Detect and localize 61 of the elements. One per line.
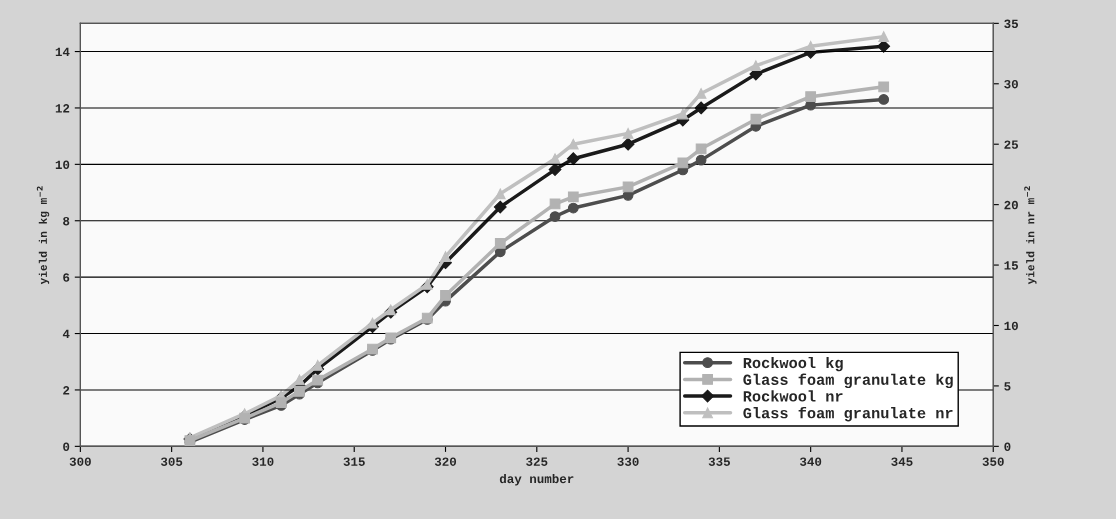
y2-axis-title: yield in nr m$^{−2}$ bbox=[1024, 186, 1037, 285]
point bbox=[567, 191, 579, 203]
y-tick-label: 2 bbox=[63, 386, 70, 395]
x-tick-label: 335 bbox=[708, 457, 730, 466]
y2-tick-label: 25 bbox=[1004, 140, 1019, 149]
x-tick-label: 300 bbox=[69, 457, 91, 466]
point bbox=[695, 143, 707, 155]
point bbox=[493, 200, 507, 214]
legend-label: Glass foam granulate kg bbox=[743, 373, 953, 389]
y-tick-label: 0 bbox=[63, 442, 70, 451]
y2-tick-label: 0 bbox=[1004, 442, 1011, 451]
y2-tick-label: 35 bbox=[1004, 19, 1019, 29]
point bbox=[440, 251, 451, 262]
x-tick-label: 325 bbox=[526, 457, 548, 466]
point bbox=[294, 374, 305, 386]
point bbox=[367, 317, 378, 329]
point bbox=[878, 94, 890, 105]
point bbox=[566, 152, 580, 166]
point bbox=[567, 202, 579, 214]
x-tick-label: 320 bbox=[434, 457, 457, 466]
x-tick-label: 330 bbox=[617, 457, 639, 466]
y-tick-label: 14 bbox=[55, 47, 70, 57]
point bbox=[549, 211, 561, 222]
point bbox=[750, 60, 762, 72]
point bbox=[805, 91, 817, 103]
point bbox=[421, 279, 433, 290]
y2-tick-label: 5 bbox=[1004, 382, 1011, 391]
x-tick-label: 305 bbox=[160, 457, 183, 466]
point bbox=[548, 163, 562, 176]
y-tick-label: 4 bbox=[62, 329, 70, 339]
y-tick-label: 12 bbox=[55, 104, 70, 113]
point bbox=[312, 359, 324, 371]
y2-tick-label: 20 bbox=[1004, 200, 1018, 210]
point bbox=[750, 113, 762, 125]
point bbox=[549, 153, 561, 165]
x-axis-title: day number bbox=[499, 473, 574, 486]
y2-tick-label: 15 bbox=[1004, 261, 1019, 270]
point bbox=[677, 157, 689, 169]
legend-label: Rockwool kg bbox=[743, 356, 843, 372]
point bbox=[549, 198, 561, 210]
point bbox=[677, 108, 689, 120]
y2-tick-label: 30 bbox=[1004, 79, 1018, 89]
point bbox=[878, 31, 890, 43]
x-tick-label: 350 bbox=[982, 457, 1004, 466]
y-tick-label: 8 bbox=[63, 216, 70, 226]
point bbox=[494, 237, 506, 249]
x-tick-label: 345 bbox=[891, 457, 913, 466]
point bbox=[621, 137, 635, 151]
legend-label: Glass foam granulate nr bbox=[743, 406, 953, 422]
x-tick-label: 315 bbox=[343, 457, 365, 466]
point bbox=[622, 127, 634, 139]
y-axis-title: yield in kg m$^{−2}$ bbox=[36, 186, 50, 285]
y2-tick-label: 10 bbox=[1004, 321, 1018, 331]
x-tick-label: 310 bbox=[252, 457, 274, 466]
point bbox=[695, 154, 707, 166]
x-tick-label: 340 bbox=[799, 457, 822, 466]
point bbox=[440, 290, 451, 301]
y-tick-label: 6 bbox=[63, 273, 70, 282]
y-tick-label: 10 bbox=[55, 160, 70, 169]
point bbox=[878, 81, 890, 93]
legend-label: Rockwool nr bbox=[743, 390, 843, 402]
